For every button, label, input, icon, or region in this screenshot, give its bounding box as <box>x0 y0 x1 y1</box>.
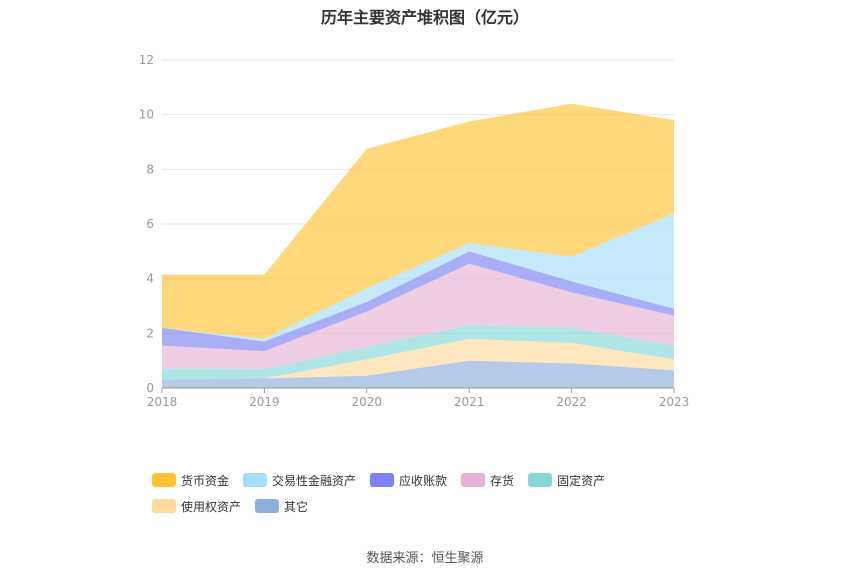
legend-label: 存货 <box>490 473 515 488</box>
y-tick-label: 4 <box>146 272 154 286</box>
legend-swatch <box>461 473 486 487</box>
y-tick-label: 10 <box>139 108 154 122</box>
y-tick-label: 12 <box>139 53 154 67</box>
legend-swatch <box>528 473 553 487</box>
legend-swatch <box>255 499 280 513</box>
y-tick-label: 2 <box>146 326 154 340</box>
legend-item[interactable]: 使用权资产 <box>152 498 241 514</box>
y-tick-label: 6 <box>146 217 154 231</box>
x-tick-label: 2019 <box>249 395 280 409</box>
x-tick-label: 2018 <box>147 395 178 409</box>
legend-swatch <box>152 499 176 513</box>
legend-item[interactable]: 应收账款 <box>370 472 447 488</box>
x-tick-label: 2022 <box>556 395 587 409</box>
area-series-使用权资产[interactable] <box>162 338 674 380</box>
x-tick-label: 2020 <box>352 395 383 409</box>
legend-label: 固定资产 <box>557 473 606 488</box>
x-tick-label: 2021 <box>454 395 485 409</box>
x-tick-label: 2023 <box>659 395 690 409</box>
area-series-固定资产[interactable] <box>162 325 674 380</box>
legend-item[interactable]: 货币资金 <box>152 472 229 488</box>
area-series-layer <box>162 103 674 388</box>
legend-item[interactable]: 交易性金融资产 <box>243 472 356 488</box>
legend-label: 应收账款 <box>399 473 448 488</box>
legend-label: 其它 <box>284 499 309 514</box>
area-series-其它[interactable] <box>162 360 674 388</box>
source-text: 数据来源：恒生聚源 <box>366 551 484 566</box>
legend-item[interactable]: 存货 <box>461 472 514 488</box>
stacked-area-chart: 0 2 4 6 8 10 12 2018 2019 2020 2021 2022 2023 <box>139 53 690 409</box>
area-series-货币资金[interactable] <box>162 103 674 339</box>
area-series-存货[interactable] <box>162 263 674 369</box>
legend-swatch <box>370 473 395 487</box>
legend-label: 使用权资产 <box>181 499 242 514</box>
axes: 0 2 4 6 8 10 12 2018 2019 2020 2021 2022 2023 <box>139 53 690 409</box>
legend-label: 货币资金 <box>181 473 230 488</box>
y-tick-label: 8 <box>146 162 154 176</box>
legend: 货币资金 交易性金融资产 应收账款 存货 固定资产使用权资产 其它 <box>152 472 712 524</box>
chart-title: 历年主要资产堆积图（亿元） <box>320 8 529 27</box>
legend-item[interactable]: 其它 <box>255 498 308 514</box>
y-tick-label: 0 <box>146 381 154 395</box>
legend-label: 交易性金融资产 <box>272 473 357 488</box>
legend-swatch <box>243 473 268 487</box>
area-series-应收账款[interactable] <box>162 251 674 352</box>
area-series-交易性金融资产[interactable] <box>162 213 674 342</box>
legend-item[interactable]: 固定资产 <box>528 472 605 488</box>
legend-swatch <box>152 473 176 487</box>
